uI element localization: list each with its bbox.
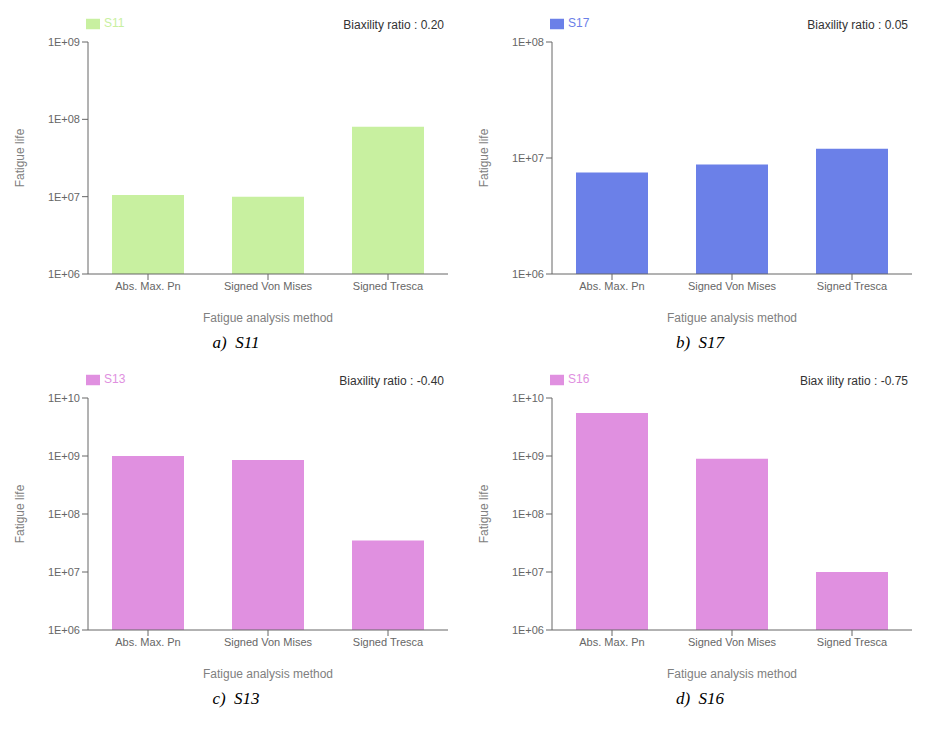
svg-text:1E+07: 1E+07 <box>48 566 80 578</box>
html-text:Biaxility ratio : -0.40: Biaxility ratio : -0.40 <box>339 374 444 388</box>
svg-text:1E+08: 1E+08 <box>48 113 80 125</box>
html-text:S13: S13 <box>104 372 126 386</box>
svg-text:Abs. Max. Pn: Abs. Max. Pn <box>579 636 644 648</box>
svg-text:1E+08: 1E+08 <box>512 36 544 48</box>
svg-text:Abs. Max. Pn: Abs. Max. Pn <box>115 280 180 292</box>
html-text:S11: S11 <box>104 16 125 30</box>
html-text:a) S11: a) S11 <box>212 333 260 352</box>
svg-text:1E+10: 1E+10 <box>512 392 544 404</box>
svg-text:Fatigue analysis method: Fatigue analysis method <box>203 311 333 325</box>
svg-text:Signed Von Mises: Signed Von Mises <box>224 636 313 648</box>
svg-text:1E+07: 1E+07 <box>512 152 544 164</box>
html-text:Biaxility ratio : 0.05: Biaxility ratio : 0.05 <box>807 18 908 32</box>
html-text:Biaxility ratio : 0.20: Biaxility ratio : 0.20 <box>343 18 444 32</box>
svg-text:1E+06: 1E+06 <box>48 624 80 636</box>
svg-text:Abs. Max. Pn: Abs. Max. Pn <box>579 280 644 292</box>
svg-text:Signed Tresca: Signed Tresca <box>353 636 424 648</box>
svg-text:Fatigue analysis method: Fatigue analysis method <box>203 667 333 681</box>
svg-text:Abs. Max. Pn: Abs. Max. Pn <box>115 636 180 648</box>
svg-text:1E+09: 1E+09 <box>512 450 544 462</box>
svg-text:1E+09: 1E+09 <box>48 450 80 462</box>
svg-text:Fatigue analysis method: Fatigue analysis method <box>667 667 797 681</box>
svg-text:1E+07: 1E+07 <box>48 191 80 203</box>
svg-text:1E+09: 1E+09 <box>48 36 80 48</box>
svg-text:Signed Von Mises: Signed Von Mises <box>224 280 313 292</box>
svg-text:1E+08: 1E+08 <box>48 508 80 520</box>
html-text:c) S13: c) S13 <box>212 689 260 708</box>
svg-text:1E+06: 1E+06 <box>512 624 544 636</box>
svg-text:1E+06: 1E+06 <box>48 268 80 280</box>
html-text:S17: S17 <box>568 16 590 30</box>
svg-text:Fatigue analysis method: Fatigue analysis method <box>667 311 797 325</box>
html-text:d) S16: d) S16 <box>675 689 725 708</box>
svg-text:Signed Von Mises: Signed Von Mises <box>688 636 777 648</box>
svg-text:Fatigue life: Fatigue life <box>13 484 27 543</box>
svg-text:Signed Von Mises: Signed Von Mises <box>688 280 777 292</box>
svg-text:Signed Tresca: Signed Tresca <box>817 280 888 292</box>
html-text:b) S17: b) S17 <box>675 333 725 352</box>
svg-text:Fatigue life: Fatigue life <box>477 484 491 543</box>
svg-text:Fatigue life: Fatigue life <box>13 128 27 187</box>
svg-text:Signed Tresca: Signed Tresca <box>353 280 424 292</box>
svg-text:1E+07: 1E+07 <box>512 566 544 578</box>
svg-text:Signed Tresca: Signed Tresca <box>817 636 888 648</box>
svg-text:Fatigue life: Fatigue life <box>477 128 491 187</box>
html-text:S16: S16 <box>568 372 590 386</box>
svg-text:1E+10: 1E+10 <box>48 392 80 404</box>
svg-text:1E+06: 1E+06 <box>512 268 544 280</box>
svg-text:1E+08: 1E+08 <box>512 508 544 520</box>
html-text:Biax ility ratio : -0.75: Biax ility ratio : -0.75 <box>800 374 908 388</box>
